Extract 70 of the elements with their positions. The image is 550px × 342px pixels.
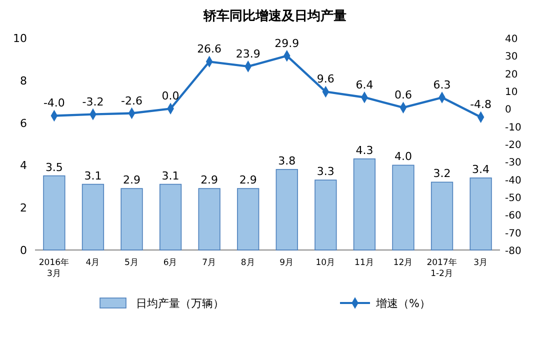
data-label: 3.1 (162, 169, 180, 182)
bar (120, 188, 143, 250)
bar (43, 175, 66, 250)
data-label: -4.8 (470, 98, 492, 112)
bar (470, 178, 492, 250)
y2-tick-label: -40 (505, 175, 522, 186)
y-tick-label: 4 (20, 159, 27, 172)
bar (198, 188, 220, 250)
chart-title: 轿车同比增速及日均产量 (202, 8, 346, 24)
data-label: 3.3 (316, 165, 334, 178)
data-label: 29.9 (274, 36, 300, 50)
y2-tick-label: 40 (505, 34, 518, 45)
y-tick-label: 0 (20, 244, 27, 257)
y2-tick-label: -30 (505, 158, 522, 169)
y2-tick-label: -60 (505, 210, 522, 222)
y-tick-label: 6 (20, 116, 27, 130)
x-tick-label: 11月 (354, 258, 374, 268)
y2-tick-label: 10 (505, 87, 518, 98)
x-tick-label: 2016年 3月 (38, 257, 70, 279)
data-label: 2.9 (239, 174, 257, 187)
bar (392, 164, 414, 250)
legend-label: 日均产量（万辆） (136, 297, 224, 310)
y-tick-label: 10 (13, 32, 27, 45)
x-tick-label: 2017年 1-2月 (426, 257, 458, 279)
x-tick-label: 3月 (474, 258, 488, 268)
data-label: 26.6 (197, 42, 222, 56)
data-label: -2.6 (121, 94, 142, 108)
data-label: 4.0 (394, 150, 412, 164)
y-tick-label: 2 (20, 202, 27, 215)
data-label: 0.0 (162, 90, 180, 103)
y2-tick-label: 0 (505, 104, 512, 116)
data-label: 6.4 (356, 78, 374, 92)
y2-tick-label: -80 (505, 246, 522, 257)
bar (430, 182, 454, 250)
bar (314, 180, 337, 250)
y2-tick-label: -70 (505, 228, 522, 240)
data-label: 3.1 (84, 169, 102, 182)
x-tick-label: 4月 (86, 258, 100, 268)
x-tick-label: 7月 (202, 258, 217, 268)
data-label: 9.6 (316, 72, 334, 86)
legend-label: 增速（%） (375, 297, 430, 310)
bar (82, 184, 104, 250)
bar (237, 188, 260, 250)
data-label: -3.2 (82, 95, 104, 108)
data-label: 6.3 (433, 78, 451, 92)
y2-tick-label: 20 (505, 69, 518, 80)
x-tick-label: 10月 (316, 258, 336, 268)
data-label: 4.3 (356, 144, 374, 157)
x-tick-label: 6月 (163, 258, 178, 268)
y2-tick-label: -20 (505, 140, 522, 151)
x-tick-label: 9月 (280, 258, 294, 268)
y2-tick-label: -10 (505, 122, 522, 134)
bar (159, 184, 182, 250)
y-tick-label: 8 (20, 74, 27, 88)
bar (276, 169, 298, 250)
x-tick-label: 8月 (240, 258, 256, 268)
x-tick-label: 12月 (393, 258, 414, 268)
data-label: 3.5 (45, 160, 63, 174)
y2-tick-label: 30 (505, 52, 518, 63)
bar (353, 158, 376, 250)
data-label: 2.9 (200, 174, 218, 187)
data-label: 3.2 (433, 167, 451, 180)
data-label: 23.9 (236, 47, 260, 60)
data-label: 0.6 (394, 88, 412, 102)
data-label: -4.0 (43, 96, 65, 110)
data-label: 3.8 (278, 154, 296, 168)
data-label: 2.9 (123, 174, 141, 187)
x-tick-label: 5月 (124, 258, 139, 268)
y2-tick-label: -50 (505, 193, 522, 204)
data-label: 3.4 (472, 162, 490, 176)
